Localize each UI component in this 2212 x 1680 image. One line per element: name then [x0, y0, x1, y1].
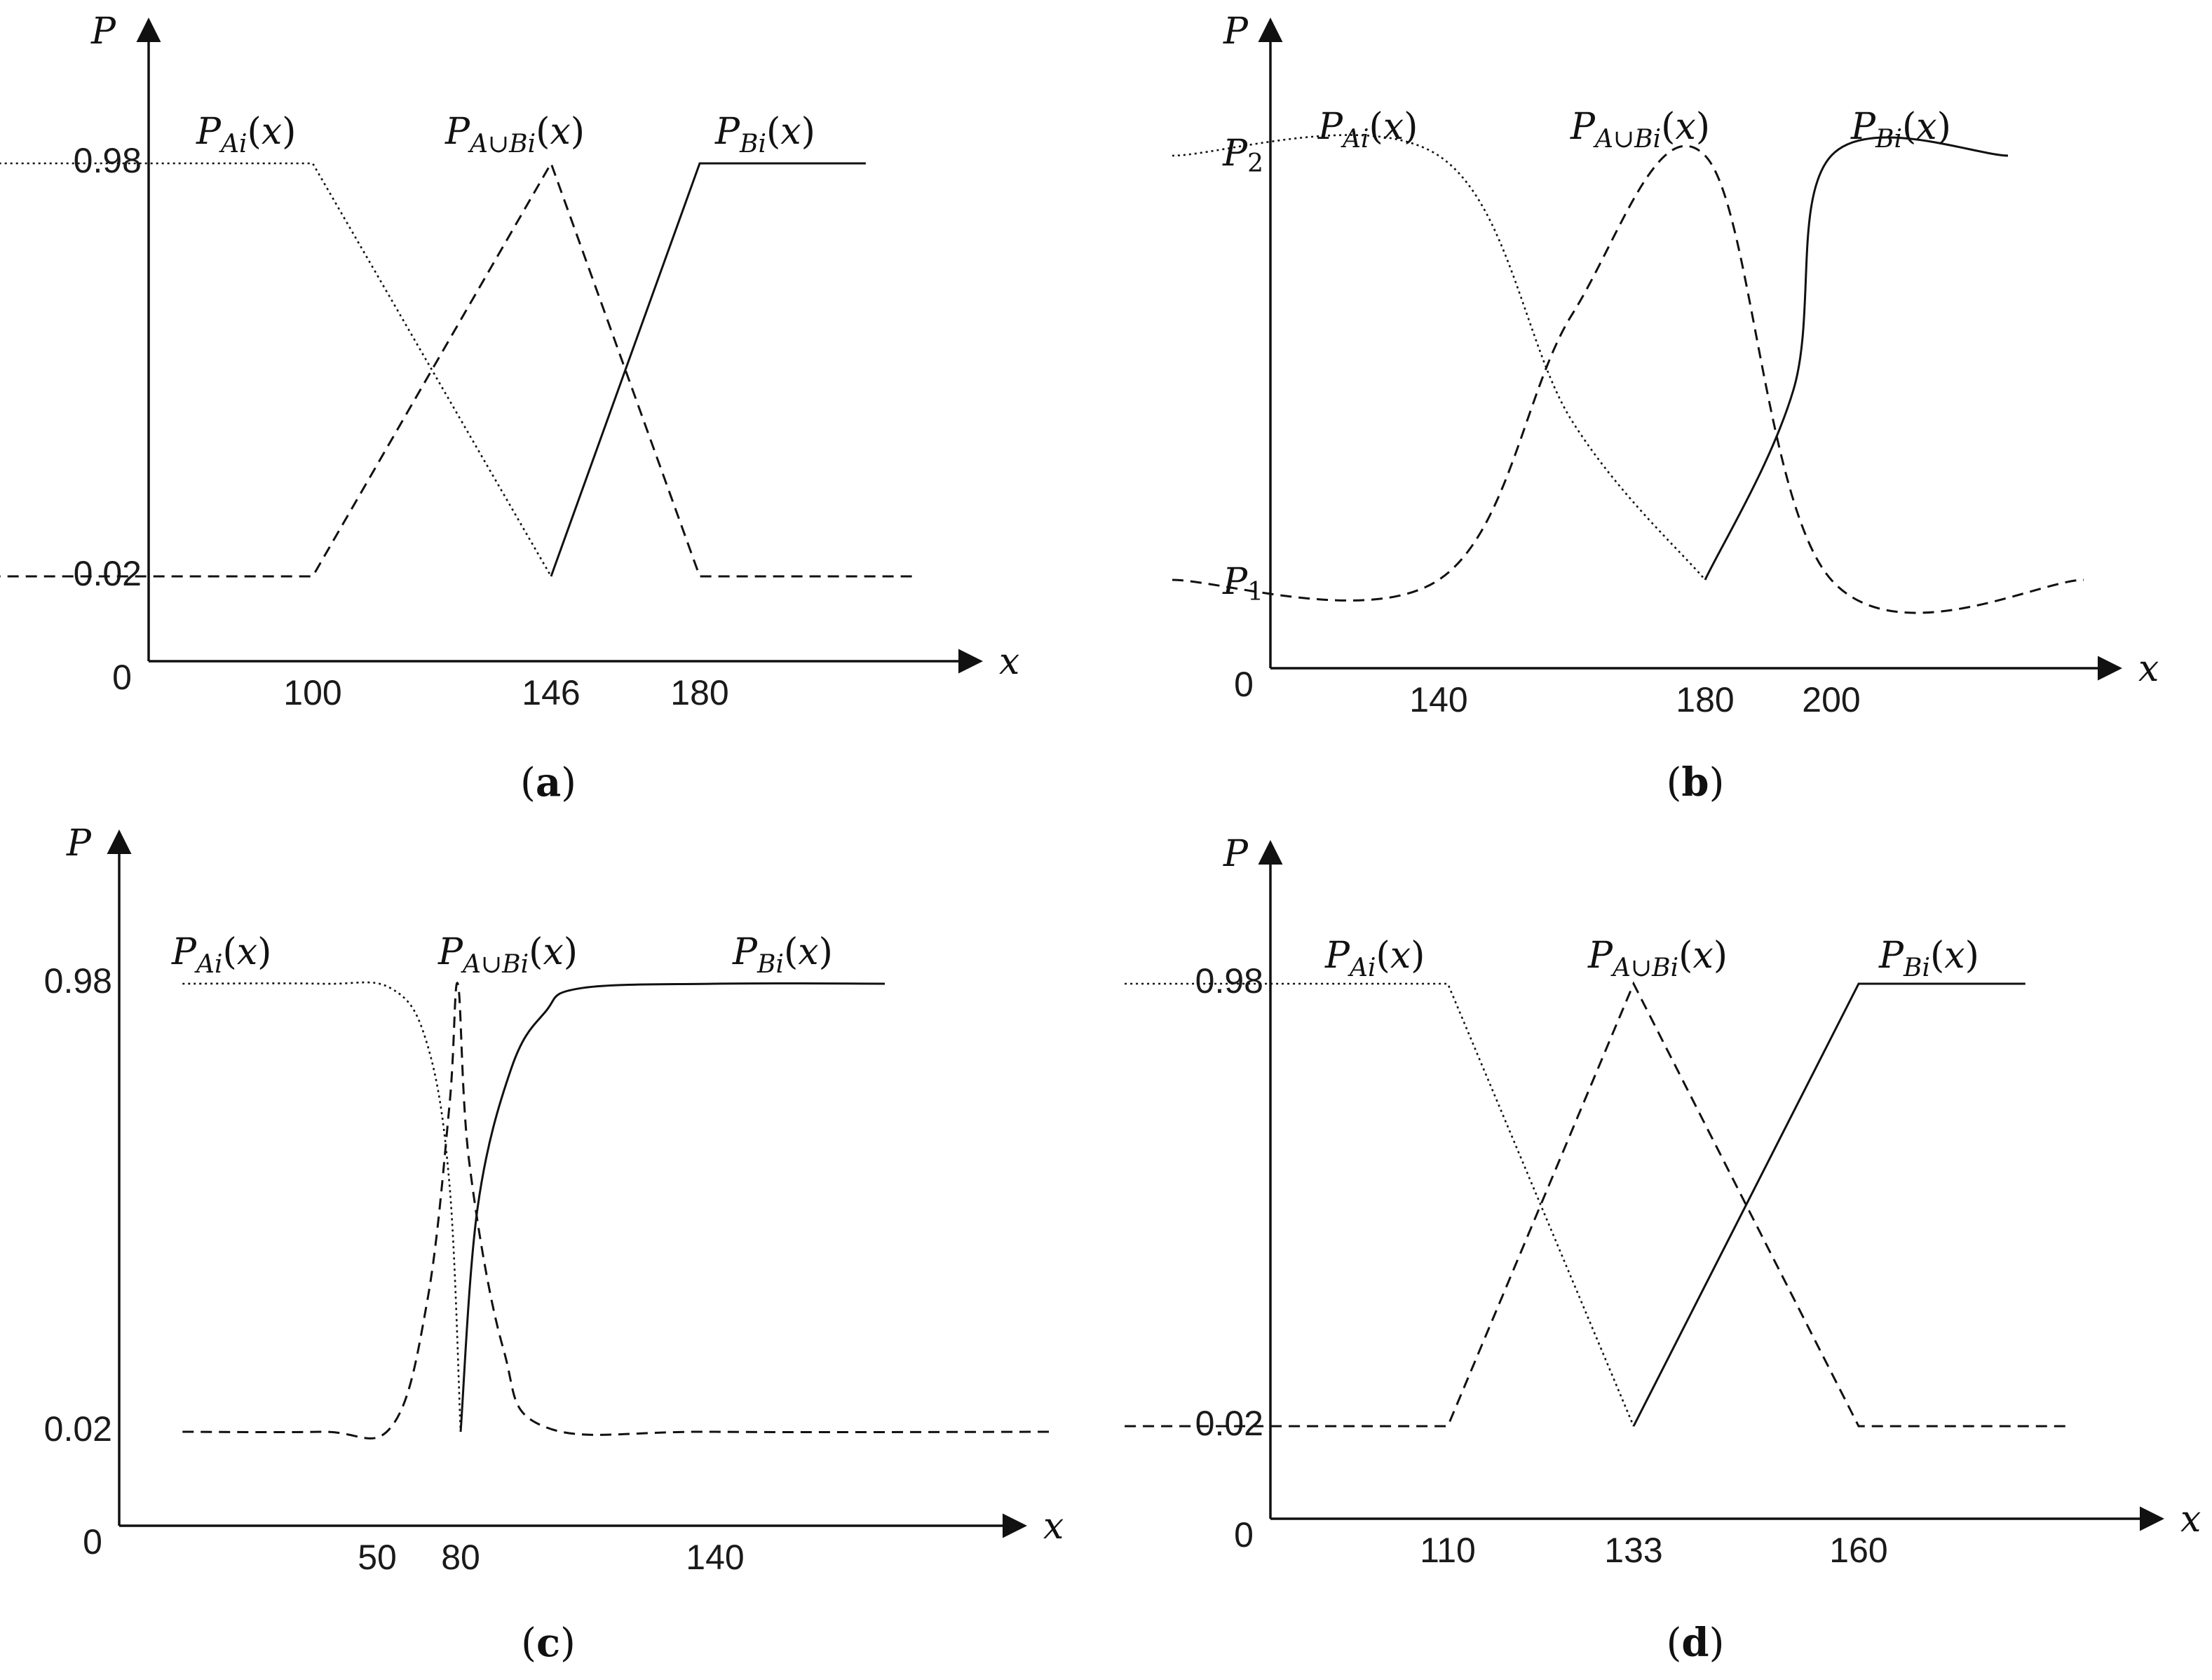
x-tick-label: 50 [358, 1538, 397, 1577]
x-tick-label: 140 [1409, 680, 1467, 719]
x-tick-label: 100 [283, 673, 341, 712]
x-tick-label: 133 [1604, 1531, 1662, 1570]
series-label: PAi(x) [171, 931, 271, 979]
series-label: PA∪Bi(x) [1587, 935, 1728, 982]
series-line-dashed [1125, 981, 2068, 1428]
y-tick-label: 0.02 [44, 1409, 112, 1449]
series-line-solid [1632, 982, 2026, 1427]
panel-caption: (d) [1667, 1620, 1725, 1666]
series-line-dotted [0, 162, 552, 577]
series-line-solid [459, 982, 886, 1432]
series-line-dashed [0, 161, 918, 578]
chart-panel-c: Px 0 0.98 0.02 50 80 140 PAi(x) PA∪Bi(x) PBi(x) (c… [44, 822, 1064, 1666]
x-axis-label: x [2138, 648, 2159, 690]
y-tick-label: 0.98 [74, 141, 142, 180]
chart-panel-a: Px 0 0.98 0.02 100 146 180 PAi(x) PA∪Bi(x) PBi(x)… [0, 11, 1019, 806]
series-label: PA∪Bi(x) [437, 931, 578, 979]
x-axis-label: x [1043, 1505, 1064, 1547]
series-label: PAi(x) [196, 111, 296, 158]
series-line-dotted [1125, 982, 1635, 1427]
origin-label: 0 [1234, 1515, 1254, 1554]
series-line-solid [550, 162, 866, 577]
series-line-dashed [182, 982, 1055, 1439]
series-line-solid [1704, 136, 2009, 581]
y-tick-label: P2 [1222, 133, 1263, 179]
series-line-dotted [1172, 134, 1706, 581]
y-tick-label: 0.02 [74, 554, 142, 593]
series-label: PBi(x) [714, 111, 815, 158]
chart-panel-d: Px 0 0.98 0.02 110 133 160 PAi(x) PA∪Bi(x) PBi(x)… [1125, 833, 2201, 1666]
x-tick-label: 110 [1420, 1531, 1476, 1570]
y-axis-label: P [1223, 11, 1249, 53]
x-tick-label: 146 [522, 673, 580, 712]
y-tick-label: 0.98 [44, 961, 112, 1001]
y-tick-label: 0.98 [1195, 961, 1263, 1001]
series-label: PBi(x) [1850, 106, 1951, 154]
origin-label: 0 [112, 658, 132, 697]
series-line-dotted [182, 981, 462, 1432]
series-label: PBi(x) [732, 931, 833, 979]
series-label: PA∪Bi(x) [445, 111, 585, 158]
series-label: PAi(x) [1324, 935, 1425, 982]
x-tick-label: 160 [1829, 1531, 1887, 1570]
origin-label: 0 [1234, 665, 1254, 704]
panel-caption: (a) [520, 759, 576, 806]
x-tick-label: 200 [1802, 680, 1860, 719]
origin-label: 0 [83, 1522, 102, 1562]
y-axis-label: P [90, 11, 116, 53]
series-line-dashed [1172, 144, 2084, 614]
x-tick-label: 140 [686, 1538, 744, 1577]
series-label: PBi(x) [1878, 935, 1979, 982]
y-tick-label: 0.02 [1195, 1404, 1263, 1443]
y-axis-label: P [1223, 833, 1249, 875]
y-tick-label: P1 [1222, 561, 1263, 607]
panel-caption: (b) [1667, 759, 1725, 806]
x-axis-label: x [2180, 1498, 2201, 1540]
series-label: PA∪Bi(x) [1570, 106, 1710, 154]
x-axis-label: x [999, 641, 1019, 683]
chart-panel-b: Px 0 P2 P1 140 180 200 PAi(x) PA∪Bi(x) PBi(x) (b) [1172, 11, 2159, 806]
x-tick-label: 180 [670, 673, 728, 712]
y-axis-label: P [66, 822, 92, 865]
x-tick-label: 80 [441, 1538, 480, 1577]
series-label: PAi(x) [1317, 106, 1418, 154]
panel-caption: (c) [521, 1620, 576, 1666]
x-tick-label: 180 [1676, 680, 1734, 719]
